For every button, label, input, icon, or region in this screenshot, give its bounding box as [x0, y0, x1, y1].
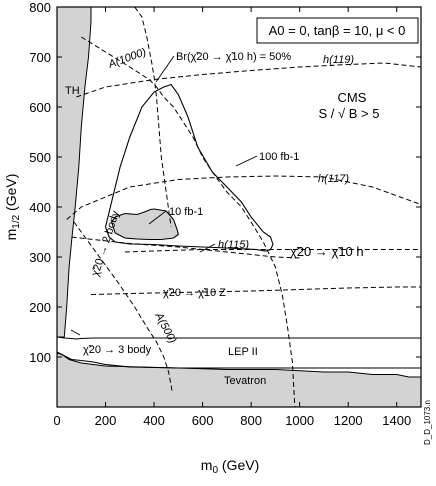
x-tick-label: 200	[95, 413, 117, 428]
series-a-1000	[81, 36, 296, 407]
x-tick-label: 600	[192, 413, 214, 428]
three-body-arrow	[70, 329, 81, 336]
x-tick-label: 400	[143, 413, 165, 428]
reach-sublabel: S / √ B > 5	[319, 106, 380, 121]
annotation-three-body: χ̃20 → 3 body	[83, 344, 152, 356]
experimentally-excluded-region	[57, 352, 421, 407]
series-h-119	[76, 62, 421, 98]
annotation-arrows	[70, 55, 258, 336]
y-tick-label: 200	[29, 300, 51, 315]
series-10-fb-1	[110, 208, 179, 241]
annotation-br: Br(χ̃20 → χ̃10 h) = 50%	[176, 51, 291, 63]
series-a-500	[73, 221, 173, 393]
series-100-fb-1	[104, 83, 274, 252]
annotation-100fb: 100 fb-1	[259, 151, 299, 163]
fb10-arrow	[148, 210, 167, 225]
series-layer	[57, 7, 421, 407]
y-tick-label: 300	[29, 250, 51, 265]
series-lep-ii	[57, 336, 421, 340]
y-tick-label: 100	[29, 350, 51, 365]
series-br-2-1-h-50	[134, 7, 172, 228]
annotation-chi-z: χ̃20 → χ̃10 Z	[163, 287, 226, 299]
fb100-arrow	[235, 155, 258, 167]
annotation-th: TH	[65, 85, 80, 97]
br-arrow	[155, 55, 175, 83]
x-tick-label: 0	[53, 413, 60, 428]
y-axis-title: m1/2 (GeV)	[3, 174, 22, 241]
annotation-tevatron: Tevatron	[224, 375, 266, 387]
annotation-h117: h(117)	[318, 173, 349, 185]
legend-text: A0 = 0, tanβ = 10, μ < 0	[269, 23, 406, 38]
series-tevatron	[57, 351, 421, 369]
y-tick-label: 500	[29, 150, 51, 165]
series-2-1-z-boundary-upper	[124, 249, 421, 253]
figure-code-label: D_D_1073.n	[423, 400, 432, 445]
annotation-a1000: A(1000)	[106, 46, 148, 71]
series-2-1-z-boundary-lower	[90, 286, 421, 295]
theory-excluded-region	[57, 7, 92, 338]
x-axis-title: m0 (GeV)	[201, 457, 259, 476]
annotation-h115: h(115)	[218, 239, 249, 251]
series-h-115	[71, 236, 300, 259]
y-tick-label: 600	[29, 100, 51, 115]
annotation-lep: LEP II	[228, 346, 258, 358]
reach-label: CMS	[338, 90, 367, 105]
x-tick-label: 1200	[334, 413, 363, 428]
annotation-h119: h(119)	[323, 54, 354, 66]
y-tick-label: 400	[29, 200, 51, 215]
x-tick-label: 1400	[382, 413, 411, 428]
x-tick-label: 1000	[285, 413, 314, 428]
ticks: 0 200 400 600 800 1000 1200 1400 100 200 300 400 500…	[29, 0, 421, 428]
annotation-chi-h: χ̃20 → χ̃10 h	[290, 244, 364, 259]
series-h-117	[66, 175, 421, 220]
legend-box	[256, 17, 419, 44]
y-tick-label: 800	[29, 0, 51, 15]
x-tick-label: 800	[240, 413, 262, 428]
h115-arrow	[199, 243, 216, 253]
annotation-10fb: 10 fb-1	[169, 206, 203, 218]
y-tick-label: 700	[29, 50, 51, 65]
annotation-two-body: χ̃20 → 2 body	[89, 209, 122, 278]
